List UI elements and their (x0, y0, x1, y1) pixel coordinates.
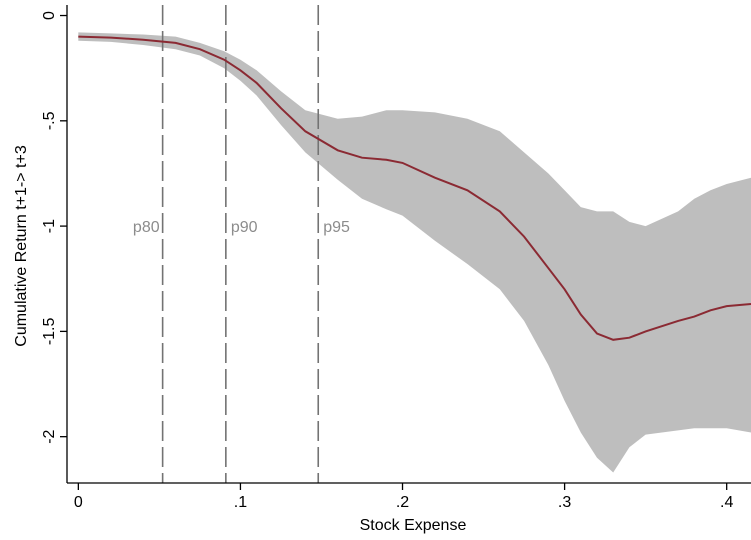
y-ticks: 0 -.5 -1 -1.5 -2 (41, 11, 67, 444)
x-tick-label: 0 (74, 494, 83, 511)
x-tick-label: .2 (396, 494, 409, 511)
reference-lines-layer: p80 p90 p95 (133, 5, 350, 483)
y-tick-label: -.5 (41, 111, 58, 130)
confidence-band-layer (78, 32, 751, 473)
y-tick-label: 0 (41, 11, 58, 20)
reference-label-p95: p95 (323, 219, 350, 236)
x-axis-title: Stock Expense (360, 517, 467, 534)
y-tick-label: -2 (41, 429, 58, 443)
y-axis-title: Cumulative Return t+1-> t+3 (13, 145, 30, 347)
x-tick-label: .1 (234, 494, 247, 511)
x-tick-label: .3 (558, 494, 571, 511)
x-tick-label: .4 (720, 494, 733, 511)
confidence-band (78, 32, 751, 473)
reference-label-p80: p80 (133, 219, 160, 236)
axes-layer (66, 5, 751, 484)
series-line-layer (78, 35, 751, 341)
y-tick-label: -1 (41, 219, 58, 233)
x-ticks: 0 .1 .2 .3 .4 (74, 483, 733, 511)
reference-label-p90: p90 (231, 219, 258, 236)
y-tick-label: -1.5 (41, 318, 58, 346)
series-line (78, 35, 751, 341)
